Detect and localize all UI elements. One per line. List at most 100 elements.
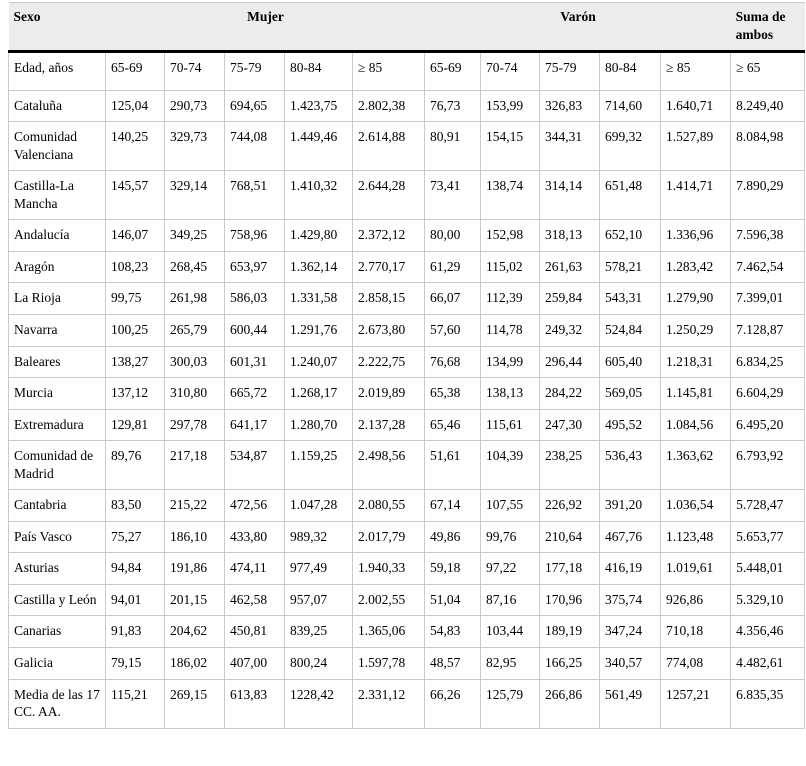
value-cell-varon: 1.283,42 — [660, 250, 732, 284]
value-cell-suma: 5.448,01 — [730, 552, 806, 585]
value-cell-mujer: 138,27 — [105, 345, 165, 379]
value-cell-mujer: 269,15 — [164, 678, 225, 729]
value-cell-varon: 114,78 — [480, 314, 541, 347]
value-cell-varon: 66,07 — [424, 282, 482, 316]
table-body: Cataluña 125,04 290,73 694,65 1.423,75 2.802,… — [8, 89, 806, 729]
value-cell-varon: 1.527,89 — [660, 121, 732, 172]
value-cell-varon: 48,57 — [424, 647, 482, 680]
table-row: Cataluña 125,04 290,73 694,65 1.423,75 2.802,… — [8, 89, 806, 123]
table-row: Media de las 17 CC. AA. 115,21 269,15 613,8… — [8, 678, 806, 729]
value-cell-varon: 238,25 — [539, 440, 601, 491]
value-cell-varon: 1.279,90 — [660, 282, 732, 316]
value-cell-varon: 1.363,62 — [660, 440, 732, 491]
mujer-group-header: Mujer — [105, 1, 425, 54]
region-cell: Baleares — [8, 345, 106, 379]
region-cell: Comunidad Valenciana — [8, 121, 106, 172]
value-cell-varon: 65,46 — [424, 408, 482, 442]
value-cell-varon: 266,86 — [539, 678, 601, 729]
value-cell-mujer: 2.017,79 — [351, 520, 426, 554]
value-cell-mujer: 1.280,70 — [284, 408, 353, 442]
value-cell-varon: 652,10 — [599, 219, 662, 252]
value-cell-varon: 536,43 — [599, 440, 662, 491]
value-cell-varon: 543,31 — [599, 282, 662, 316]
value-cell-mujer: 186,02 — [164, 647, 225, 680]
value-cell-mujer: 268,45 — [164, 250, 225, 284]
value-cell-mujer: 613,83 — [224, 678, 285, 729]
value-cell-varon: 82,95 — [480, 647, 541, 680]
value-cell-mujer: 433,80 — [224, 520, 285, 554]
value-cell-varon: 97,22 — [480, 552, 541, 585]
value-cell-mujer: 349,25 — [164, 219, 225, 252]
value-cell-varon: 578,21 — [599, 250, 662, 284]
mortality-by-age-sex-region-table: Sexo Mujer Varón Suma de ambos Edad, año… — [8, 1, 806, 729]
value-cell-mujer: 1.362,14 — [284, 250, 353, 284]
value-cell-mujer: 1.047,28 — [284, 489, 353, 522]
value-cell-varon: 80,00 — [424, 219, 482, 252]
value-cell-suma: 5.653,77 — [730, 520, 806, 554]
value-cell-varon: 314,14 — [539, 170, 601, 221]
value-cell-mujer: 300,03 — [164, 345, 225, 379]
value-cell-varon: 467,76 — [599, 520, 662, 554]
value-cell-mujer: 1.429,80 — [284, 219, 353, 252]
table-header: Sexo Mujer Varón Suma de ambos Edad, año… — [8, 1, 806, 91]
table-row: País Vasco 75,27 186,10 433,80 989,32 2.017,7… — [8, 520, 806, 554]
value-cell-mujer: 474,11 — [224, 552, 285, 585]
value-cell-varon: 569,05 — [599, 377, 662, 410]
region-cell: Aragón — [8, 250, 106, 284]
age-header-row: Edad, años 65-69 70-74 75-79 80-84 ≥ 85 … — [8, 51, 806, 91]
value-cell-varon: 340,57 — [599, 647, 662, 680]
value-cell-mujer: 329,14 — [164, 170, 225, 221]
value-cell-mujer: 601,31 — [224, 345, 285, 379]
varon-group-header: Varón — [424, 1, 731, 54]
value-cell-mujer: 100,25 — [105, 314, 165, 347]
value-cell-mujer: 2.372,12 — [351, 219, 426, 252]
value-cell-mujer: 1.331,58 — [284, 282, 353, 316]
value-cell-varon: 1.123,48 — [660, 520, 732, 554]
value-cell-varon: 226,92 — [539, 489, 601, 522]
value-cell-mujer: 1.423,75 — [284, 89, 353, 123]
value-cell-varon: 774,08 — [660, 647, 732, 680]
table-row: Comunidad de Madrid 89,76 217,18 534,87 1.15… — [8, 440, 806, 491]
value-cell-mujer: 472,56 — [224, 489, 285, 522]
value-cell-varon: 104,39 — [480, 440, 541, 491]
value-cell-varon: 115,61 — [480, 408, 541, 442]
table-row: Cantabria 83,50 215,22 472,56 1.047,28 2.080,… — [8, 489, 806, 522]
value-cell-suma: 5.329,10 — [730, 583, 806, 617]
table-row: Andalucía 146,07 349,25 758,96 1.429,80 2.372… — [8, 219, 806, 252]
value-cell-mujer: 186,10 — [164, 520, 225, 554]
value-cell-mujer: 600,44 — [224, 314, 285, 347]
value-cell-mujer: 839,25 — [284, 615, 353, 649]
value-cell-mujer: 641,17 — [224, 408, 285, 442]
age-header-mujer-70-74: 70-74 — [164, 51, 225, 91]
value-cell-mujer: 1.291,76 — [284, 314, 353, 347]
value-cell-mujer: 1.597,78 — [351, 647, 426, 680]
value-cell-suma: 6.835,35 — [730, 678, 806, 729]
value-cell-varon: 1.640,71 — [660, 89, 732, 123]
value-cell-suma: 8.249,40 — [730, 89, 806, 123]
value-cell-varon: 1.145,81 — [660, 377, 732, 410]
value-cell-varon: 247,30 — [539, 408, 601, 442]
value-cell-suma: 7.596,38 — [730, 219, 806, 252]
value-cell-mujer: 191,86 — [164, 552, 225, 585]
value-cell-varon: 714,60 — [599, 89, 662, 123]
region-cell: Castilla-La Mancha — [8, 170, 106, 221]
table-row: Asturias 94,84 191,86 474,11 977,49 1.940,33 5… — [8, 552, 806, 585]
value-cell-mujer: 94,84 — [105, 552, 165, 585]
value-cell-mujer: 261,98 — [164, 282, 225, 316]
value-cell-varon: 54,83 — [424, 615, 482, 649]
value-cell-varon: 76,73 — [424, 89, 482, 123]
value-cell-varon: 66,26 — [424, 678, 482, 729]
value-cell-varon: 125,79 — [480, 678, 541, 729]
value-cell-varon: 1.250,29 — [660, 314, 732, 347]
value-cell-mujer: 989,32 — [284, 520, 353, 554]
value-cell-varon: 103,44 — [480, 615, 541, 649]
value-cell-suma: 6.793,92 — [730, 440, 806, 491]
age-header-mujer-75-79: 75-79 — [224, 51, 285, 91]
value-cell-mujer: 108,23 — [105, 250, 165, 284]
value-cell-mujer: 2.802,38 — [351, 89, 426, 123]
value-cell-mujer: 2.498,56 — [351, 440, 426, 491]
value-cell-mujer: 265,79 — [164, 314, 225, 347]
table-row: La Rioja 99,75 261,98 586,03 1.331,58 2.858,1… — [8, 282, 806, 316]
value-cell-varon: 416,19 — [599, 552, 662, 585]
value-cell-varon: 107,55 — [480, 489, 541, 522]
